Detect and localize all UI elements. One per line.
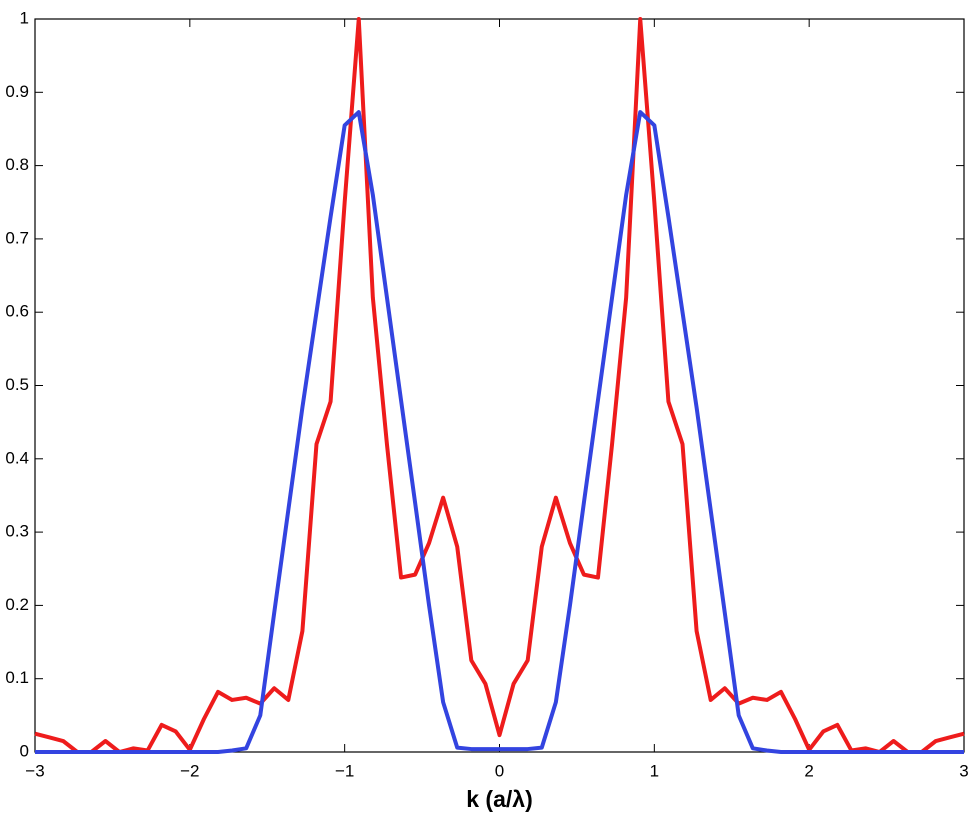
data-line [34, 17, 965, 754]
y-tick-label: 0.3 [5, 522, 29, 541]
x-tick-label: −1 [335, 761, 354, 780]
x-tick-label: 3 [959, 761, 968, 780]
y-tick-label: 0 [20, 741, 29, 760]
y-tick-label: 0.1 [5, 668, 29, 687]
x-tick-label: −3 [25, 761, 44, 780]
plot-frame [34, 18, 965, 753]
x-tick-label: 0 [495, 761, 504, 780]
y-tick-label: 0.2 [5, 595, 29, 614]
y-tick-label: 0.8 [5, 155, 29, 174]
x-tick-label: 1 [650, 761, 659, 780]
data-line [35, 110, 964, 754]
y-tick-label: 1 [20, 8, 29, 27]
y-tick-label: 0.6 [5, 302, 29, 321]
y-tick-label: 0.9 [5, 82, 29, 101]
y-tick-label: 0.5 [5, 375, 29, 394]
x-tick-label: 2 [804, 761, 813, 780]
y-tick-label: 0.4 [5, 448, 29, 467]
x-tick-label: −2 [180, 761, 199, 780]
y-tick-label: 0.7 [5, 228, 29, 247]
x-axis-label: k (a/λ) [466, 786, 532, 812]
